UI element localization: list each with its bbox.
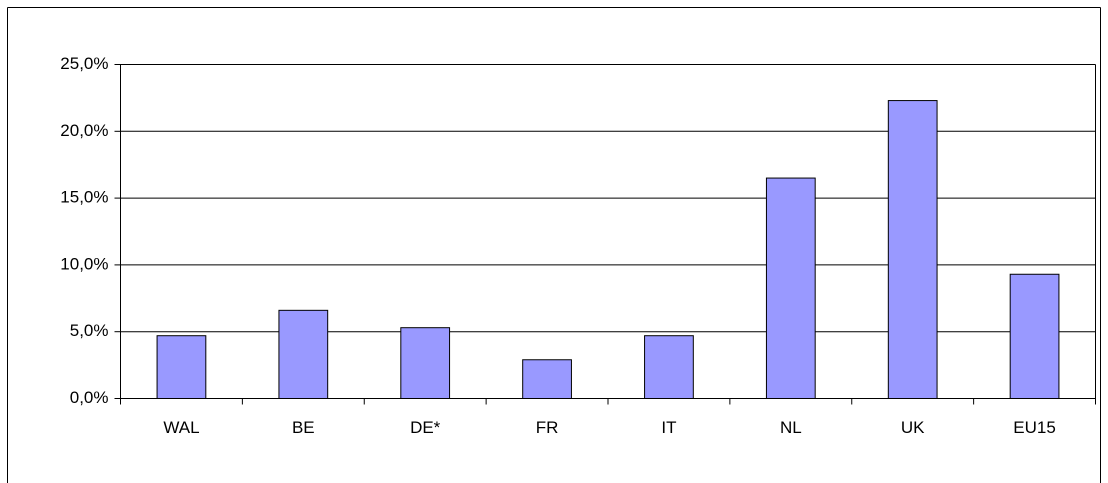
y-tick-label: 20,0% (60, 121, 108, 140)
y-tick-label: 15,0% (60, 188, 108, 207)
bar (278, 309, 329, 400)
x-tick-label: DE* (410, 418, 441, 437)
y-tick-label: 5,0% (70, 321, 109, 340)
bar (765, 177, 816, 399)
x-tick-label: IT (661, 418, 676, 437)
bar (522, 359, 572, 400)
x-tick-label: FR (536, 418, 559, 437)
x-tick-label: NL (780, 418, 802, 437)
y-tick-label: 25,0% (60, 54, 108, 73)
x-tick-label: BE (292, 418, 315, 437)
y-tick-label: 10,0% (60, 254, 108, 273)
bar (644, 335, 694, 400)
bar (887, 100, 938, 400)
x-tick-label: EU15 (1013, 418, 1056, 437)
x-tick-label: UK (901, 418, 925, 437)
bar (400, 327, 451, 399)
y-tick-label: 0,0% (70, 388, 109, 407)
bar (156, 335, 207, 400)
x-tick-label: WAL (163, 418, 199, 437)
bar (1009, 273, 1060, 400)
